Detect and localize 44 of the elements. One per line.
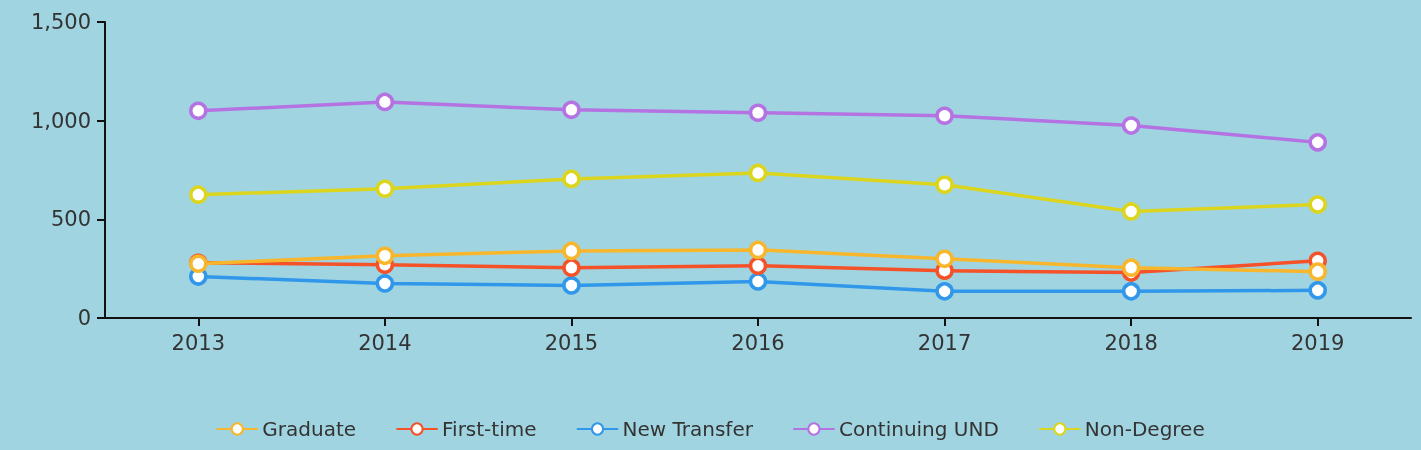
point — [748, 240, 768, 260]
point — [562, 276, 581, 295]
point — [562, 258, 581, 277]
point — [562, 100, 581, 120]
legend-label: New Transfer — [622, 417, 754, 441]
point — [562, 169, 581, 189]
legend-label: First-time — [442, 417, 537, 441]
point — [748, 103, 768, 123]
y-tick-label: 1,000 — [30, 108, 91, 133]
point — [748, 163, 768, 183]
point — [1121, 116, 1141, 135]
point — [375, 246, 395, 266]
y-tick-label: 0 — [77, 306, 91, 330]
point — [1308, 281, 1327, 300]
point — [189, 101, 208, 121]
legend-label: Continuing UND — [838, 417, 999, 441]
point — [935, 249, 954, 269]
y-tick-label: 500 — [50, 207, 91, 232]
x-tick-label: 2015 — [544, 330, 599, 355]
point — [935, 282, 954, 301]
point — [935, 175, 954, 195]
x-tick-label: 2019 — [1290, 330, 1345, 355]
point — [375, 92, 395, 112]
y-tick-label: 1,500 — [30, 10, 91, 34]
x-tick-label: 2014 — [358, 330, 412, 355]
point — [375, 274, 395, 293]
x-tick-label: 2016 — [731, 330, 785, 355]
point — [1121, 282, 1141, 301]
point — [1121, 258, 1141, 277]
point — [935, 106, 954, 125]
point — [1308, 133, 1327, 152]
point — [1121, 202, 1141, 221]
point — [748, 256, 768, 275]
legend-label: Non-Degree — [1084, 417, 1205, 441]
point — [748, 272, 768, 291]
point — [562, 241, 581, 261]
legend-label: Graduate — [262, 417, 357, 441]
point — [1308, 195, 1327, 214]
point — [375, 179, 395, 198]
point — [1308, 262, 1327, 281]
x-tick-label: 2013 — [171, 330, 226, 355]
x-tick-label: 2018 — [1104, 330, 1158, 355]
point — [189, 185, 208, 204]
x-tick-label: 2017 — [917, 330, 972, 355]
